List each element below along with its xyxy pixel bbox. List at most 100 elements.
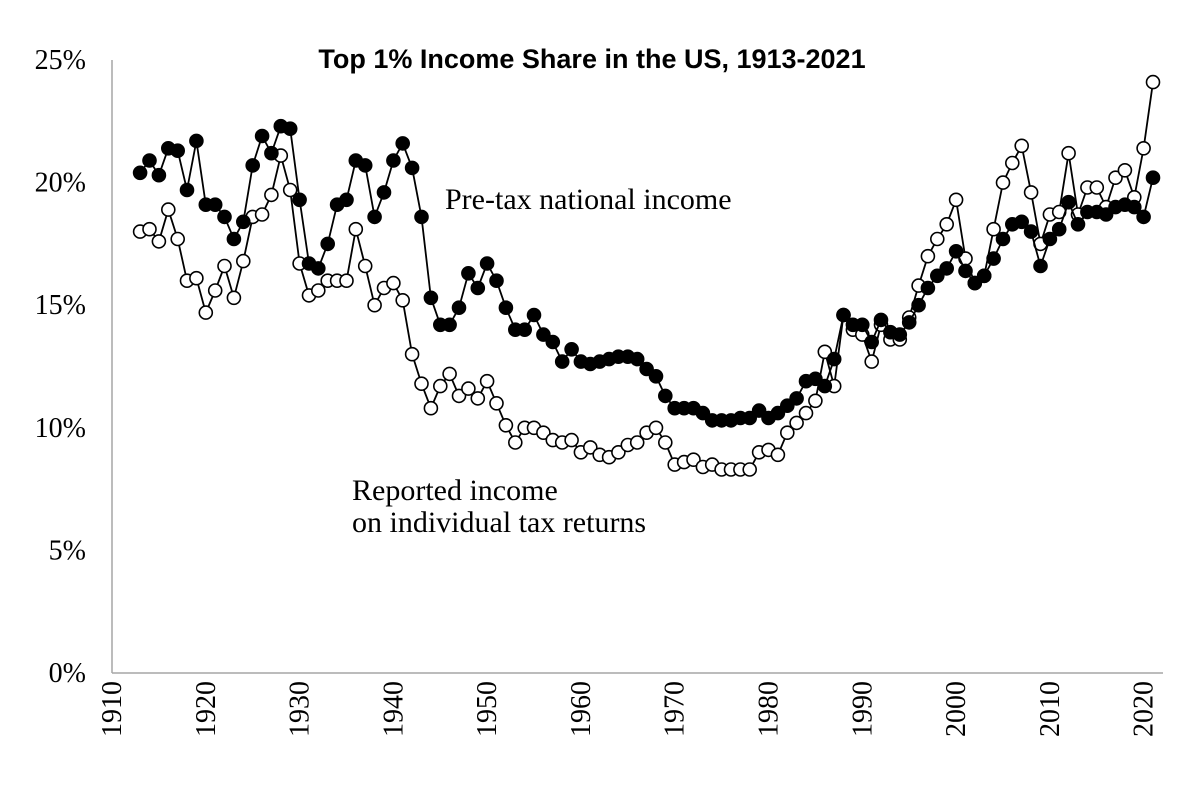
data-point [948,192,964,208]
data-point [854,317,870,333]
data-point [686,452,701,468]
data-point [864,334,880,350]
data-point [357,158,373,173]
data-point [1117,163,1133,178]
data-point [770,405,786,421]
pretax-series-label: Pre-tax national income [445,183,732,216]
data-point [648,420,664,436]
data-point [442,366,457,382]
data-point [1089,180,1105,195]
data-point [451,300,467,316]
data-point [958,263,973,279]
x-tick-label: 1950 [472,681,503,737]
y-tick-label: 25% [35,45,86,76]
data-point [657,435,673,450]
data-point [1051,221,1067,237]
data-point [639,361,654,377]
data-point [1145,74,1161,90]
data-point [742,410,758,426]
data-point [995,231,1011,247]
data-point [357,258,373,274]
data-point [836,307,851,323]
data-point [629,351,645,367]
data-point [798,405,814,421]
data-point [948,244,964,259]
data-point [536,327,551,342]
data-point [920,248,936,264]
data-point [386,275,401,291]
data-point [929,231,945,247]
data-point [404,346,420,362]
x-tick-label: 2010 [1035,681,1066,737]
data-point [526,307,542,323]
data-point [779,425,795,441]
x-tick-labels: 1910 1920 1930 1940 1950 1960 1970 1980 1990 2000… [97,681,1160,737]
data-point [470,391,486,406]
data-point [1042,231,1058,247]
data-point [264,187,279,203]
data-point [1033,258,1048,274]
data-point [1061,145,1076,161]
data-point [395,136,411,151]
data-point [1127,199,1142,215]
data-point [414,376,429,392]
data-point [254,128,270,144]
data-point [198,305,214,320]
data-point [376,185,392,200]
data-point [310,261,326,276]
data-point [826,351,842,367]
data-point [1061,194,1076,210]
data-point [1014,214,1030,230]
data-point [976,268,992,284]
data-point [629,435,645,450]
data-point [151,167,167,183]
data-point [1136,141,1151,156]
data-point [264,145,279,161]
data-point [423,400,439,416]
data-point [1098,207,1114,222]
data-point [367,297,382,313]
plot-frame [111,60,1163,674]
y-tick-label: 15% [35,290,86,321]
data-point [1023,185,1039,200]
data-point [545,334,561,350]
x-tick-label: 2000 [941,681,972,737]
data-point [789,415,804,431]
data-point [817,344,833,360]
data-point [151,234,167,249]
data-point [751,403,767,418]
data-point [179,182,195,198]
x-tick-label: 1920 [191,681,222,737]
data-point [808,371,823,387]
data-point [320,236,336,252]
data-point [1070,217,1086,232]
x-tick-label: 1930 [285,681,316,737]
reported-series-label-line2: on individual tax returns [352,506,646,539]
data-point [808,393,823,409]
data-point [461,381,476,396]
data-point [554,354,570,369]
data-point [489,273,504,289]
data-point [517,322,533,338]
data-point [873,312,889,328]
data-point [920,280,936,296]
y-tick-labels: 0% 5% 10% 15% 20% 25% [35,45,86,689]
data-point [414,209,429,225]
data-point [911,297,926,313]
data-point [657,388,673,404]
y-tick-label: 20% [35,168,86,199]
y-tick-label: 10% [35,413,86,444]
data-point [929,268,945,284]
data-point [170,143,185,158]
data-point [348,221,364,237]
data-point [770,447,786,463]
data-point [789,391,804,406]
x-tick-label: 2020 [1129,681,1160,737]
data-point [432,378,448,394]
data-point [901,315,917,330]
data-point [142,221,157,237]
data-point [236,214,251,230]
data-point [489,395,504,411]
data-point [226,290,242,306]
y-tick-label: 0% [49,658,86,689]
